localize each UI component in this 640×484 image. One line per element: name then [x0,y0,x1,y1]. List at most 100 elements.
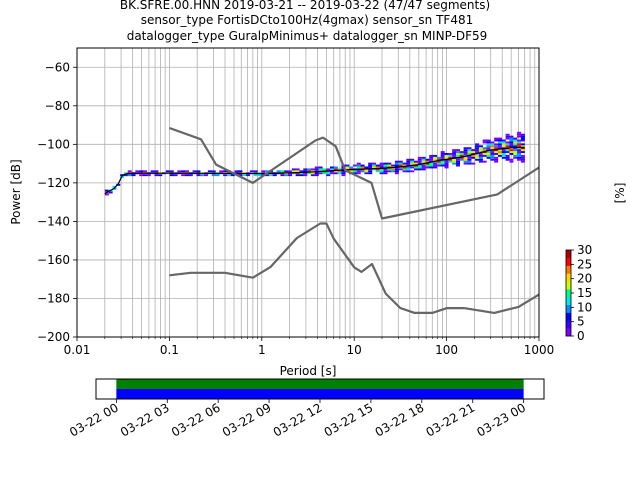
psd-heatmap-cell [253,170,258,173]
psd-heatmap-cell [497,154,502,157]
psd-heatmap-cell [303,168,308,171]
psd-heatmap-cell [398,162,403,165]
colorbar-tick-label: 30 [577,243,592,257]
psd-heatmap-cell [490,147,495,150]
psd-heatmap-cell [459,153,464,155]
psd-heatmap-cell [520,139,525,142]
psd-heatmap-cell [505,145,510,148]
psd-heatmap-cell [440,156,445,159]
psd-heatmap-cell [402,164,407,167]
psd-heatmap-cell [520,151,525,154]
psd-heatmap-cell [402,166,407,169]
psd-heatmap-cell [467,162,472,165]
psd-heatmap-cell [330,168,335,171]
psd-heatmap-cell [501,156,506,159]
psd-axes: 0.01 0.1 1 10 100 1000 −60 −80 −100 −120 −140 −160… [9,47,554,378]
psd-heatmap-cell [513,156,518,159]
psd-heatmap-cell [127,170,132,173]
psd-heatmap-cell [417,156,422,159]
psd-heatmap-cell [127,174,132,177]
psd-heatmap-cell [471,149,476,152]
psd-heatmap-cell [482,141,487,144]
psd-heatmap-cell [394,168,399,171]
psd-heatmap-cell [177,170,182,173]
psd-plot-frame [76,47,540,338]
psd-heatmap-cell [490,141,495,144]
psd-heatmap-cell [265,170,270,173]
psd-heatmap-cell [517,139,522,142]
psd-heatmap-cell [394,160,399,163]
psd-heatmap-cell [116,183,121,186]
psd-heatmap-cell [433,166,438,169]
psd-heatmap-cell [444,162,449,165]
psd-heatmap-cell [379,170,384,173]
psd-heatmap-cell [417,168,422,171]
y-axis-tick-label: −100 [37,137,70,151]
psd-heatmap-cell [372,162,377,165]
psd-heatmap-cell [142,170,148,173]
psd-heatmap-cell [322,172,327,175]
psd-heatmap-cell [406,168,411,171]
psd-heatmap-cell [204,174,209,177]
colorbar-tick-label: 10 [577,300,592,314]
psd-heatmap-cell [467,151,472,154]
psd-heatmap-cell [360,164,365,167]
psd-heatmap-cell [364,170,369,173]
psd-heatmap-cell [425,164,430,167]
psd-heatmap-cell [509,139,514,142]
psd-heatmap-cell [341,170,346,173]
psd-heatmap-cell [253,174,258,177]
psd-heatmap-cell [520,154,525,157]
psd-heatmap-cell [444,160,449,163]
psd-median-line [104,146,525,195]
psd-heatmap-cell [219,170,224,173]
psd-heatmap-cell [471,154,476,157]
psd-heatmap-cell [181,174,186,177]
psd-heatmap-cell [352,164,357,167]
psd-heatmap-cell [387,162,392,165]
psd-heatmap-cell [433,154,438,157]
noise-models [169,126,540,314]
psd-heatmap-cell [410,170,415,173]
psd-heatmap-cell [383,170,388,173]
psd-heatmap-cell [310,174,315,177]
psd-heatmap-cell [425,162,430,165]
psd-heatmap-cell [517,151,522,154]
psd-heatmap-cell [486,151,491,154]
psd-heatmap-cell [326,174,331,177]
psd-heatmap-cell [368,172,373,175]
psd-heatmap-cell [463,158,468,161]
colorbar-segment [566,281,571,290]
psd-heatmap-cell [410,166,415,169]
psd-heatmap-cell [108,191,113,194]
psd-heatmap-cell [291,170,296,173]
psd-heatmap-cell [494,156,499,159]
psd-heatmap-cell [520,135,525,138]
psd-heatmap-cell [295,172,300,175]
psd-heatmap-cell [517,141,522,144]
psd-heatmap-cell [295,174,300,177]
psd-heatmap-cell [448,160,453,163]
psd-heatmap-cell [142,174,148,177]
psd-heatmap-cell [490,158,495,161]
psd-heatmap-cell [513,141,518,144]
psd-heatmap-cell [402,162,407,165]
psd-heatmap-cell [509,145,514,148]
psd-heatmap-cell [452,153,457,155]
psd-heatmap-cell [333,168,338,171]
psd-heatmap-cell [341,172,346,175]
psd-heatmap-cell [131,174,136,177]
psd-heatmap-cell [310,172,315,175]
psd-heatmap-cell [482,147,487,150]
high-noise-model-line [169,126,540,220]
colorbar-tick-label: 0 [577,329,585,343]
psd-heatmap-cell [337,168,342,171]
psd-heatmap-cell [169,170,174,173]
psd-heatmap-cell [375,166,380,169]
psd-heatmap-cell [391,170,396,173]
psd-heatmap-cell [406,170,411,173]
psd-heatmap-cell [486,156,491,159]
psd-heatmap-cell [402,168,407,171]
psd-heatmap-cell [356,166,361,169]
